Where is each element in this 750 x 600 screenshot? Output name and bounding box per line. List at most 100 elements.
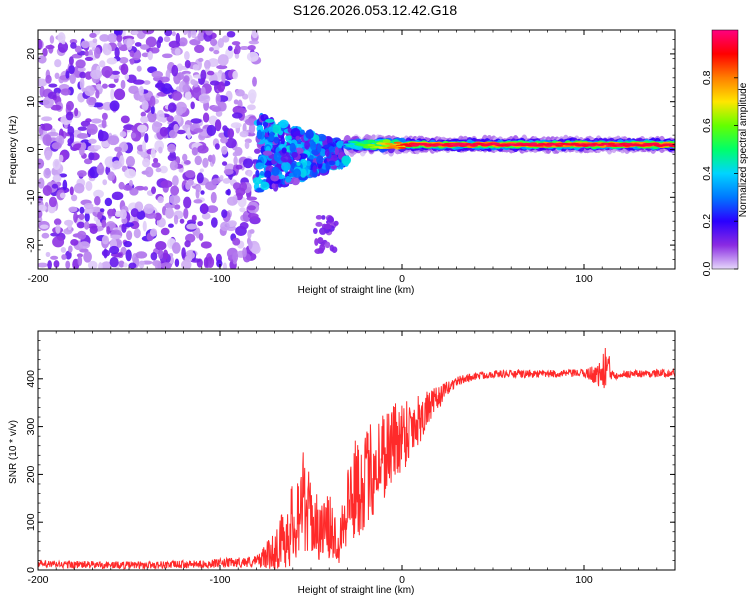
spectrogram-cell bbox=[133, 228, 141, 239]
spectrogram-cell bbox=[83, 221, 90, 230]
spectrogram-cell bbox=[197, 220, 204, 227]
colorbar-tick-label: 0.6 bbox=[701, 118, 713, 133]
spectrogram-cell bbox=[84, 50, 90, 57]
spectrogram-cell bbox=[79, 77, 85, 90]
y-tick-label: -10 bbox=[25, 190, 37, 205]
spectrogram-cell bbox=[119, 56, 129, 64]
spectrogram-cell bbox=[319, 227, 327, 235]
spectrogram-cell bbox=[142, 140, 147, 153]
spectrogram-cell bbox=[42, 185, 52, 196]
y-tick-label: 20 bbox=[25, 48, 37, 60]
spectrogram-cell bbox=[68, 245, 73, 253]
spectrogram-cell bbox=[87, 260, 98, 269]
snr-x-axis-label: Height of straight line (km) bbox=[298, 585, 415, 596]
spectrogram-cell bbox=[76, 170, 87, 177]
spectrogram-cell bbox=[74, 45, 82, 53]
spectrogram-cell bbox=[158, 249, 164, 260]
spectrogram-cell bbox=[289, 142, 296, 153]
spectrogram-cell bbox=[239, 130, 249, 138]
spectrogram-cell bbox=[247, 213, 259, 219]
spectrogram-cell bbox=[190, 118, 202, 124]
spectrogram-cell bbox=[98, 262, 103, 269]
spectrogram-cell bbox=[138, 86, 144, 96]
spectrogram-cell bbox=[205, 181, 217, 191]
y-tick-label: 400 bbox=[25, 370, 37, 388]
spectrogram-cell bbox=[125, 249, 132, 262]
x-tick-label: -100 bbox=[209, 574, 230, 586]
spectrogram-cell bbox=[52, 236, 65, 248]
spectrogram-cell bbox=[94, 195, 101, 206]
spectrogram-cell bbox=[58, 154, 64, 163]
spectrogram-cell bbox=[181, 259, 192, 269]
spectrogram-cell bbox=[151, 121, 162, 133]
spectrogram-cell bbox=[41, 123, 53, 131]
spectrogram-cell bbox=[234, 44, 241, 55]
spectrogram-cell bbox=[192, 64, 200, 71]
spectrogram-cell bbox=[328, 146, 335, 153]
y-tick-label: 300 bbox=[25, 418, 37, 436]
spectrogram-cell bbox=[114, 47, 120, 59]
spectrogram-cell bbox=[298, 175, 309, 181]
spectrogram-cell bbox=[65, 70, 70, 79]
spectrogram-cell bbox=[145, 36, 157, 48]
spectrogram-cell bbox=[83, 203, 94, 210]
spectrogram-cell bbox=[99, 60, 106, 68]
spectrogram-cell bbox=[43, 168, 52, 179]
spectrogram-cell bbox=[116, 34, 123, 43]
y-tick-label: 10 bbox=[25, 96, 37, 108]
spectrogram-cell bbox=[106, 57, 118, 65]
spectrogram-cell bbox=[269, 131, 275, 142]
spectrogram-cell bbox=[141, 100, 149, 111]
spectrogram-cell bbox=[103, 248, 108, 259]
spectrogram-cell bbox=[129, 50, 135, 58]
spectrogram-cell bbox=[140, 111, 146, 117]
spectrogram-cell bbox=[291, 176, 300, 186]
spectrogram-cell bbox=[246, 196, 258, 201]
spectrogram-cell bbox=[247, 205, 256, 211]
spectrogram-cell bbox=[151, 70, 164, 79]
spectrogram-cell bbox=[54, 72, 60, 80]
spectrogram-cell bbox=[60, 246, 67, 253]
spectrogram-cell bbox=[102, 43, 112, 56]
spectrogram-cell bbox=[231, 41, 241, 46]
spectrogram-cell bbox=[315, 214, 323, 220]
spectrogram-cell bbox=[389, 144, 398, 147]
colorbar-tick-label: 0.8 bbox=[701, 70, 713, 85]
spectrogram-cell bbox=[134, 42, 142, 47]
spectrogram-cell bbox=[232, 151, 239, 157]
spectrogram-cell bbox=[42, 47, 48, 57]
spectrogram-cell bbox=[244, 118, 257, 126]
spectrogram-cell bbox=[176, 129, 186, 135]
spectrogram-cell bbox=[125, 155, 136, 168]
spectrogram-cell bbox=[77, 126, 88, 131]
spectrogram-cell bbox=[173, 123, 179, 133]
spectrogram-cell bbox=[113, 88, 126, 101]
spectrogram-cell bbox=[535, 145, 544, 147]
spectrogram-cell bbox=[41, 232, 50, 239]
spectrogram-cell bbox=[169, 194, 181, 205]
spectrogram-cell bbox=[235, 164, 243, 170]
spectrogram-cell bbox=[339, 161, 344, 170]
spectrogram-cell bbox=[163, 36, 171, 43]
spectrogram-cell bbox=[260, 181, 270, 191]
spectrogram-cell bbox=[85, 181, 93, 192]
spectrogram-cell bbox=[97, 130, 109, 142]
spectrogram-cell bbox=[65, 111, 74, 121]
spectrogram-cell bbox=[140, 149, 149, 158]
spectrogram-cell bbox=[187, 30, 192, 39]
spectrogram-cell bbox=[136, 65, 142, 72]
spectrogram-cell bbox=[182, 84, 191, 93]
spectrogram-cell bbox=[184, 59, 191, 69]
spectrogram-cell bbox=[179, 218, 185, 224]
spectrogram-cell bbox=[183, 75, 190, 83]
colorbar-tick-label: 0.2 bbox=[701, 214, 713, 229]
spectrogram-cell bbox=[143, 80, 151, 85]
spectrogram-cell bbox=[166, 115, 174, 123]
spectrogram-cell bbox=[169, 160, 178, 171]
spectrogram-cell bbox=[352, 141, 361, 144]
spectrogram-cell bbox=[45, 251, 51, 258]
spectrogram-cell bbox=[137, 124, 148, 133]
spectrogram-cell bbox=[89, 225, 98, 235]
spectrogram-cell bbox=[39, 224, 49, 230]
y-tick-label: 200 bbox=[25, 465, 37, 483]
